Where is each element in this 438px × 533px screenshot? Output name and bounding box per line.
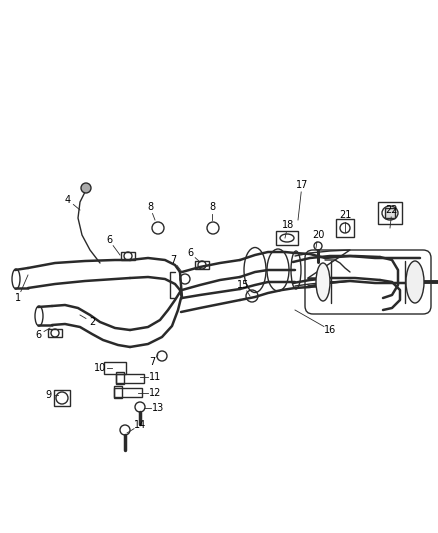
Bar bbox=[54, 390, 70, 406]
Text: 22: 22 bbox=[386, 205, 398, 215]
Text: 1: 1 bbox=[15, 293, 21, 303]
Bar bbox=[385, 208, 395, 218]
Text: 8: 8 bbox=[147, 202, 153, 212]
Text: 20: 20 bbox=[312, 230, 324, 240]
Text: 2: 2 bbox=[89, 317, 95, 327]
Text: 10: 10 bbox=[94, 363, 106, 373]
Text: 17: 17 bbox=[296, 180, 308, 190]
Text: 7: 7 bbox=[149, 357, 155, 367]
Bar bbox=[378, 202, 402, 224]
Bar bbox=[114, 386, 122, 398]
Text: 13: 13 bbox=[152, 403, 164, 413]
Text: 6: 6 bbox=[106, 235, 112, 245]
Text: 4: 4 bbox=[65, 195, 71, 205]
Bar bbox=[116, 374, 144, 383]
Text: 6: 6 bbox=[187, 248, 193, 258]
Text: 11: 11 bbox=[149, 372, 161, 382]
Ellipse shape bbox=[406, 261, 424, 303]
Text: 9: 9 bbox=[45, 390, 51, 400]
Bar bbox=[114, 387, 142, 397]
Text: 6: 6 bbox=[35, 330, 41, 340]
Bar bbox=[48, 329, 62, 337]
Text: 14: 14 bbox=[134, 420, 146, 430]
Bar bbox=[276, 231, 298, 245]
Bar bbox=[104, 362, 126, 374]
Circle shape bbox=[81, 183, 91, 193]
Bar bbox=[116, 372, 124, 384]
Ellipse shape bbox=[316, 263, 330, 301]
Text: 12: 12 bbox=[149, 388, 161, 398]
Text: 16: 16 bbox=[324, 325, 336, 335]
Bar bbox=[336, 219, 354, 237]
Bar bbox=[195, 261, 209, 269]
Bar bbox=[121, 252, 135, 260]
Text: 21: 21 bbox=[339, 210, 351, 220]
Text: 7: 7 bbox=[170, 255, 176, 265]
Text: 15: 15 bbox=[237, 280, 249, 290]
Text: 18: 18 bbox=[282, 220, 294, 230]
Text: 8: 8 bbox=[209, 202, 215, 212]
